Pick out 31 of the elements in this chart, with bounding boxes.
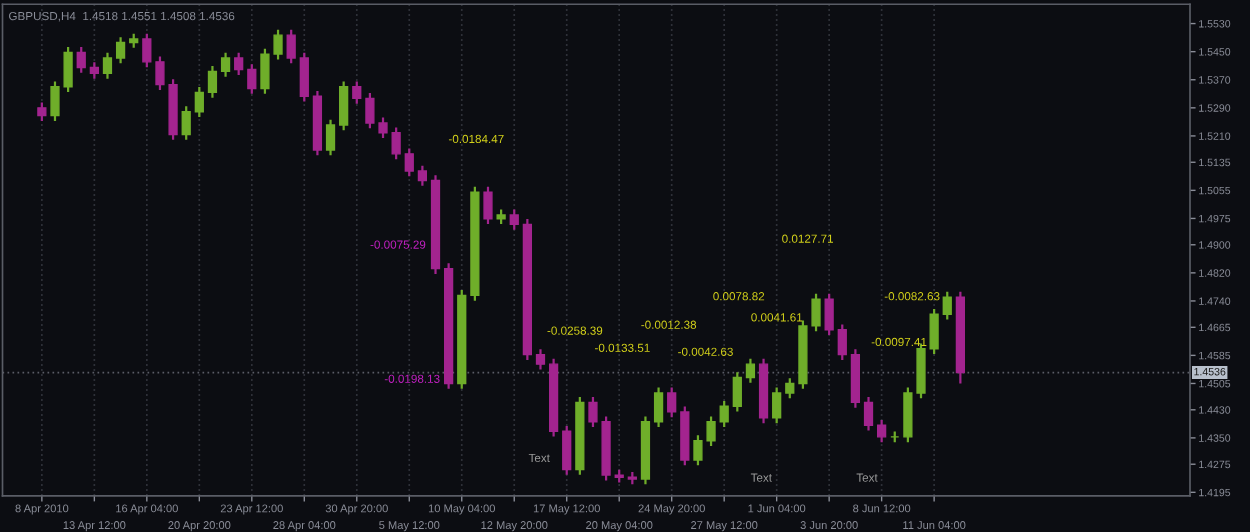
candlestick <box>483 186 493 225</box>
candlestick <box>562 425 572 475</box>
candlestick <box>824 293 834 336</box>
candlestick <box>745 358 756 383</box>
candlestick <box>653 387 664 428</box>
candlestick <box>837 324 847 360</box>
candlestick <box>352 81 362 104</box>
candlestick <box>772 387 782 424</box>
candlestick <box>863 397 874 431</box>
candlestick <box>220 52 231 77</box>
candlestick <box>142 33 152 68</box>
candlestick <box>325 119 336 156</box>
candlestick <box>286 29 296 64</box>
candlestick <box>234 52 244 75</box>
candlestick <box>247 64 257 94</box>
candlestick <box>194 87 204 118</box>
candlestick <box>667 387 677 418</box>
candlestick <box>102 52 113 79</box>
candlestick <box>391 127 401 160</box>
candlestick <box>76 47 86 73</box>
candlestick <box>404 148 414 177</box>
candlestick <box>850 349 861 408</box>
candlestick <box>877 419 887 443</box>
candlestick <box>207 66 218 98</box>
candlestick <box>181 106 191 140</box>
candlestick <box>719 400 729 428</box>
candlestick <box>732 372 742 412</box>
candlestick <box>299 52 309 102</box>
candlestick <box>339 81 349 131</box>
candlestick <box>115 37 126 64</box>
candlestick <box>942 291 952 320</box>
